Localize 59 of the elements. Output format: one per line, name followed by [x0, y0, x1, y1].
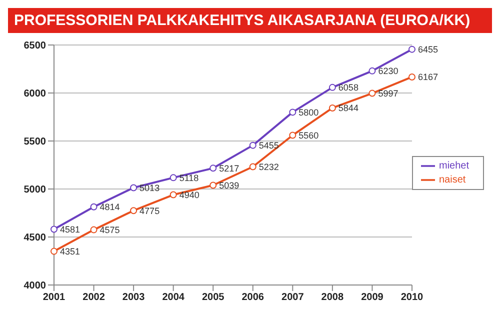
point: [408, 73, 416, 80]
data-label: 6167: [418, 72, 438, 82]
x-tick-label: 2005: [202, 292, 225, 304]
legend-label: miehet: [438, 160, 469, 172]
data-label: 4575: [100, 224, 120, 235]
y-tick-label: 5500: [24, 136, 46, 148]
x-tick-label: 2010: [400, 292, 424, 304]
data-label: 5455: [258, 140, 279, 151]
x-tick-label: 2009: [361, 292, 384, 304]
point: [249, 163, 256, 170]
x-tick-label: 2007: [282, 292, 304, 304]
point: [50, 248, 58, 255]
data-label: 5560: [298, 130, 319, 140]
data-label: 4351: [60, 246, 80, 256]
point: [289, 108, 296, 116]
data-label: 6058: [338, 82, 358, 93]
x-tick-label: 2003: [122, 292, 146, 304]
point: [130, 207, 138, 214]
data-label: 5013: [140, 182, 160, 193]
point: [368, 90, 376, 97]
y-tick-label: 6000: [24, 88, 46, 100]
x-tick-label: 2001: [42, 292, 66, 304]
data-label: 4940: [179, 190, 200, 200]
point: [90, 203, 98, 210]
data-label: 4814: [100, 202, 120, 212]
point: [328, 84, 336, 91]
data-label: 5997: [378, 88, 398, 98]
point: [368, 67, 376, 74]
y-tick-label: 6500: [24, 40, 46, 52]
x-tick-label: 2004: [162, 292, 185, 304]
y-tick-label: 4500: [24, 232, 46, 244]
data-label: 4581: [60, 224, 80, 234]
point: [408, 46, 416, 53]
point: [90, 226, 98, 234]
data-label: 5118: [179, 172, 199, 183]
point: [289, 132, 296, 139]
data-label: 4775: [140, 206, 160, 216]
point: [249, 142, 256, 149]
data-label: 5039: [219, 180, 240, 190]
x-tick-label: 2002: [82, 292, 106, 304]
data-label: 5217: [219, 163, 240, 174]
x-tick-label: 2008: [321, 292, 344, 304]
y-tick-label: 4000: [24, 280, 46, 292]
data-label: 5800: [298, 107, 319, 118]
point: [50, 226, 58, 233]
data-label: 6230: [378, 66, 398, 76]
x-tick-label: 2006: [242, 292, 264, 304]
data-label: 5232: [258, 162, 279, 172]
data-label: 5844: [338, 103, 358, 114]
chart-title: PROFESSORIEN PALKKAKEHITYS AIKASARJANA (EUROA/KK): [8, 8, 492, 33]
point: [130, 184, 138, 192]
point: [210, 182, 217, 189]
point: [170, 191, 177, 198]
point: [328, 104, 336, 112]
point: [210, 164, 217, 172]
data-label: 6455: [418, 44, 438, 55]
point: [170, 174, 177, 182]
y-tick-label: 5000: [24, 184, 46, 196]
legend-label: naiset: [438, 174, 466, 186]
